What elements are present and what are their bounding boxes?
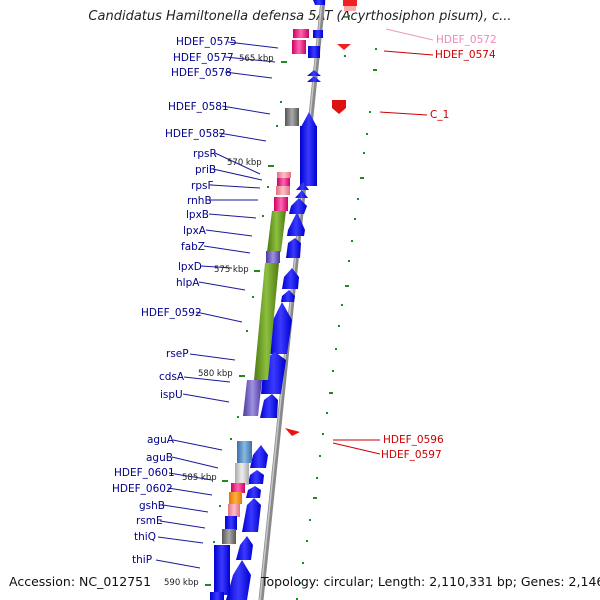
accession-text: Accession: NC_012751 [9,574,152,589]
gene-boxes-left-strand [210,29,309,600]
gene-label-hdef-0596[interactable]: HDEF_0596 [383,434,444,446]
gene-label-hdef-0601[interactable]: HDEF_0601 [114,467,175,479]
scale-label: 590 kbp [164,578,199,588]
gene-label-rseP[interactable]: rseP [166,348,189,360]
gene-label-hdef-0592[interactable]: HDEF_0592 [141,307,202,319]
gene-label-cdsA[interactable]: cdsA [159,371,185,383]
gene-box-lpxB-lpxA [267,211,286,252]
gene-label-hdef-0581[interactable]: HDEF_0581 [168,101,229,113]
topology-text: Topology: circular; Length: 2,110,331 bp… [261,574,600,589]
gene-box-rpsF [276,186,290,195]
gene-label-rpsF[interactable]: rpsF [191,180,214,192]
gene-box-fabZ [266,251,280,263]
right-dotted-guide [296,15,377,600]
gene-label-hdef-0577[interactable]: HDEF_0577 [173,52,234,64]
leader-lines-left [155,41,279,569]
gene-box-aguA [237,441,252,463]
gene-label-hdef-0582[interactable]: HDEF_0582 [165,128,226,140]
gene-label-fabZ[interactable]: fabZ [181,241,205,253]
gene-box-aguB [235,463,249,485]
gene-label-hdef-0602[interactable]: HDEF_0602 [112,483,173,495]
gene-box-hdef-0575 [293,29,309,38]
gene-box-cdsA-ispU [243,380,262,416]
gene-label-hdef-0597[interactable]: HDEF_0597 [381,449,442,461]
gene-label-thiQ[interactable]: thiQ [134,531,156,543]
gene-label-hlpA[interactable]: hlpA [176,277,200,289]
gene-label-thiP[interactable]: thiP [132,554,153,566]
gene-label-hdef-0572[interactable]: HDEF_0572 [436,34,497,46]
gene-label-aguB[interactable]: aguB [146,452,173,464]
gene-box-hdef-0577 [292,40,306,54]
gene-label-aguA[interactable]: aguA [147,434,174,446]
gene-box-thiP [214,545,230,595]
rna-features [285,0,357,436]
gene-label-hdef-0578[interactable]: HDEF_0578 [171,67,232,79]
gene-label-lpxB[interactable]: lpxB [186,209,209,221]
gene-label-priB[interactable]: priB [195,164,217,176]
gene-box-gshB [228,504,240,517]
gene-box-rpsR [277,172,291,178]
scale-ticks [205,61,287,586]
gene-label-hdef-0574[interactable]: HDEF_0574 [435,49,496,61]
gene-box-thiQ [222,529,236,544]
gene-label-c-1[interactable]: C_1 [430,109,450,121]
gene-box-hdef-0581 [285,108,299,126]
gene-box-priB [277,178,290,186]
scale-label: 575 kbp [214,265,249,275]
scale-label: 580 kbp [198,369,233,379]
gene-label-ispU[interactable]: ispU [160,389,183,401]
scale-label: 565 kbp [239,54,274,64]
gene-arrows-right-strand [226,0,325,600]
gene-box-edge [210,592,224,600]
gene-box-hdef-0602 [229,492,242,504]
scale-label: 570 kbp [227,158,262,168]
gene-label-rsmE[interactable]: rsmE [136,515,163,527]
page-title: Candidatus Hamiltonella defensa 5AT (Acy… [88,9,512,24]
gene-label-rpsR[interactable]: rpsR [193,148,217,160]
gene-label-gshB[interactable]: gshB [139,500,165,512]
scale-label: 585 kbp [182,473,217,483]
gene-box-rnhB [274,197,288,211]
gene-box-rsmE [225,516,237,530]
gene-label-hdef-0575[interactable]: HDEF_0575 [176,36,237,48]
gene-box-lpxD-rseP [254,263,279,380]
gene-box-hdef-0601 [231,483,245,493]
gene-label-rnhB[interactable]: rnhB [187,195,212,207]
gene-label-lpxD[interactable]: lpxD [178,261,202,273]
leader-lines-right [332,28,434,455]
gene-label-lpxA[interactable]: lpxA [183,225,206,237]
